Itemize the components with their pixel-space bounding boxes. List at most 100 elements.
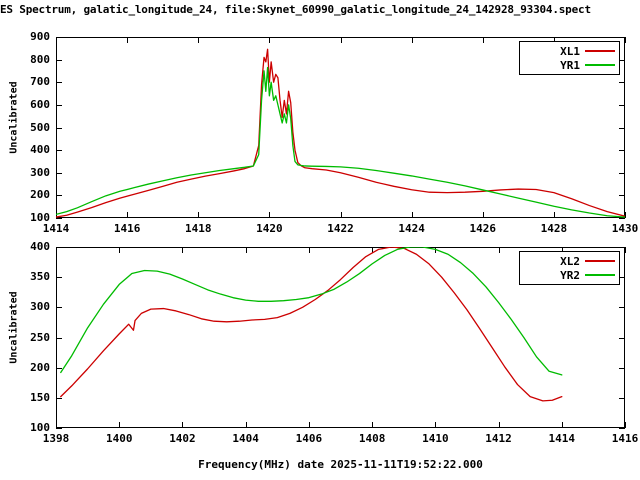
x-tick-label: 1402 [169,432,196,445]
x-tick-mark [625,247,626,253]
legend-swatch-xl2 [585,260,615,262]
bottom-panel: Uncalibrated 100 150 200 250 300 350 400 1398 1… [0,240,640,480]
y-tick-label: 400 [30,143,50,157]
bottom-plot-canvas [60,247,563,402]
y-tick-mark [619,105,625,106]
y-tick-mark [56,60,62,61]
bottom-plot-legend: XL2 YR2 [519,251,620,285]
y-tick-mark [619,218,625,219]
legend-swatch-yr2 [585,274,615,276]
y-tick-label: 900 [30,30,50,43]
x-tick-mark [127,212,128,218]
x-tick-label: 1416 [113,222,141,235]
y-tick-label: 200 [30,188,50,202]
x-tick-label: 1430 [611,222,639,235]
x-tick-mark [499,247,500,253]
legend-item: XL1 [524,44,615,58]
x-tick-mark [554,212,555,218]
y-tick-label: 100 [30,421,50,434]
x-tick-mark [372,422,373,428]
y-tick-mark [619,195,625,196]
y-tick-mark [56,173,62,174]
bottom-plot-frame [56,247,625,428]
x-tick-label: 1406 [295,432,323,445]
legend-swatch-xl1 [585,50,615,52]
y-tick-mark [619,277,625,278]
x-tick-mark [198,37,199,43]
x-tick-label: 1420 [256,222,283,235]
series-line-yr1 [56,66,625,218]
x-tick-mark [625,422,626,428]
x-tick-mark [562,247,563,253]
y-tick-mark [56,105,62,106]
y-tick-mark [56,128,62,129]
y-tick-label: 250 [30,330,50,344]
y-tick-label: 100 [30,211,50,224]
y-tick-mark [619,307,625,308]
x-tick-mark [269,37,270,43]
y-tick-label: 200 [30,360,50,374]
top-plot-canvas [56,48,625,218]
legend-label: XL2 [560,254,580,268]
y-tick-label: 500 [30,120,50,134]
x-tick-mark [341,37,342,43]
y-tick-mark [56,307,62,308]
x-tick-mark [182,422,183,428]
y-tick-mark [56,218,62,219]
x-tick-label: 1422 [327,222,354,235]
x-tick-mark [182,247,183,253]
y-tick-mark [56,195,62,196]
y-tick-mark [619,338,625,339]
x-tick-label: 1426 [469,222,497,235]
y-tick-mark [619,428,625,429]
y-tick-label: 700 [30,75,50,89]
x-tick-mark [119,247,120,253]
x-tick-mark [562,422,563,428]
top-plot-frame [56,37,625,218]
x-tick-mark [309,247,310,253]
y-tick-mark [56,338,62,339]
x-tick-label: 1412 [485,432,512,445]
legend-item: YR1 [524,58,615,72]
y-tick-mark [619,128,625,129]
x-tick-mark [499,422,500,428]
x-tick-mark [625,212,626,218]
legend-swatch-yr1 [585,64,615,66]
top-plot-legend: XL1 YR1 [519,41,620,75]
x-tick-mark [483,212,484,218]
x-tick-label: 1404 [232,432,259,445]
top-panel: Uncalibrated 100 200 300 400 500 600 700 800 900… [0,30,640,240]
x-tick-label: 1398 [42,432,70,445]
page-title: ES Spectrum, galatic_longitude_24, file:… [0,3,591,16]
y-tick-label: 300 [30,165,50,179]
x-tick-label: 1410 [422,432,449,445]
y-tick-mark [56,82,62,83]
x-tick-mark [341,212,342,218]
y-tick-mark [619,368,625,369]
y-tick-mark [619,82,625,83]
x-tick-mark [246,247,247,253]
x-tick-mark [483,37,484,43]
y-tick-label: 150 [30,390,50,404]
legend-item: XL2 [524,254,615,268]
x-tick-mark [625,37,626,43]
x-tick-label: 1424 [398,222,425,235]
bottom-panel-xlabel: Frequency(MHz) date 2025-11-11T19:52:22.… [198,458,483,471]
legend-item: YR2 [524,268,615,282]
y-tick-label: 400 [30,240,50,253]
x-tick-label: 1400 [105,432,133,445]
x-tick-mark [246,422,247,428]
y-tick-mark [56,428,62,429]
series-line-xl1 [56,48,625,218]
y-tick-mark [619,398,625,399]
y-tick-mark [619,60,625,61]
x-tick-mark [372,247,373,253]
x-tick-label: 1428 [540,222,568,235]
x-tick-mark [127,37,128,43]
y-tick-label: 800 [30,52,50,66]
x-tick-mark [435,422,436,428]
y-tick-mark [56,150,62,151]
series-line-yr2 [60,247,563,376]
y-tick-label: 350 [30,270,50,284]
x-tick-mark [198,212,199,218]
